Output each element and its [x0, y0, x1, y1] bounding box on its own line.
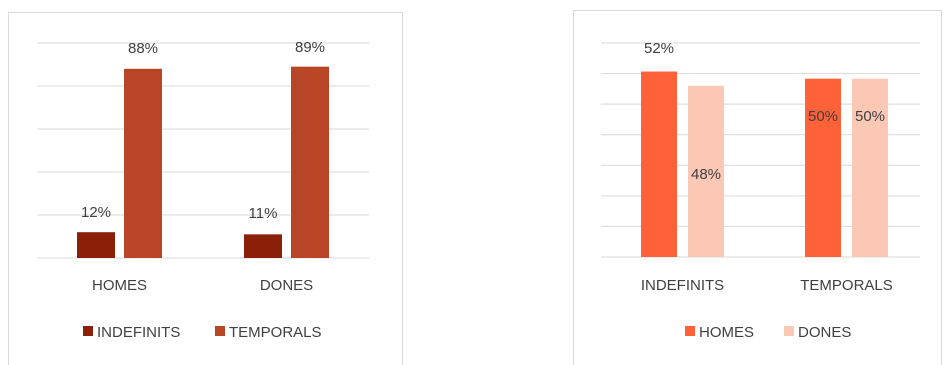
legend-label-chart1: TEMPORALS [229, 324, 322, 341]
bar-chart2-homes-indefinits [641, 71, 677, 258]
chart-panel-left [8, 12, 403, 365]
bar-chart1-temporals-homes [124, 68, 162, 258]
bar-chart1-temporals-dones [291, 66, 329, 259]
bar-chart1-indefinits-homes [77, 232, 115, 258]
legend-label-chart2: HOMES [699, 324, 754, 341]
data-label-chart1: 88% [128, 40, 158, 57]
legend-label-chart1: INDEFINITS [97, 324, 180, 341]
legend-swatch-chart1 [215, 326, 225, 336]
data-label-chart2: 50% [808, 108, 838, 125]
x-tick-label-chart1: HOMES [92, 277, 147, 294]
data-label-chart2: 52% [644, 40, 674, 57]
legend-swatch-chart2 [685, 326, 695, 336]
x-tick-label-chart2: INDEFINITS [641, 277, 724, 294]
bar-chart2-dones-indefinits [688, 85, 724, 257]
legend-label-chart2: DONES [798, 324, 851, 341]
x-tick-label-chart1: DONES [260, 277, 313, 294]
data-label-chart1: 89% [295, 39, 325, 56]
legend-swatch-chart2 [784, 326, 794, 336]
data-label-chart2: 48% [691, 166, 721, 183]
bar-chart1-indefinits-dones [244, 234, 282, 258]
data-label-chart1: 11% [249, 205, 278, 222]
data-label-chart2: 50% [855, 108, 885, 125]
bar-chart2-dones-temporals [852, 78, 888, 258]
bar-chart2-homes-temporals [805, 78, 841, 258]
data-label-chart1: 12% [81, 204, 111, 221]
legend-swatch-chart1 [83, 326, 93, 336]
x-tick-label-chart2: TEMPORALS [800, 277, 893, 294]
